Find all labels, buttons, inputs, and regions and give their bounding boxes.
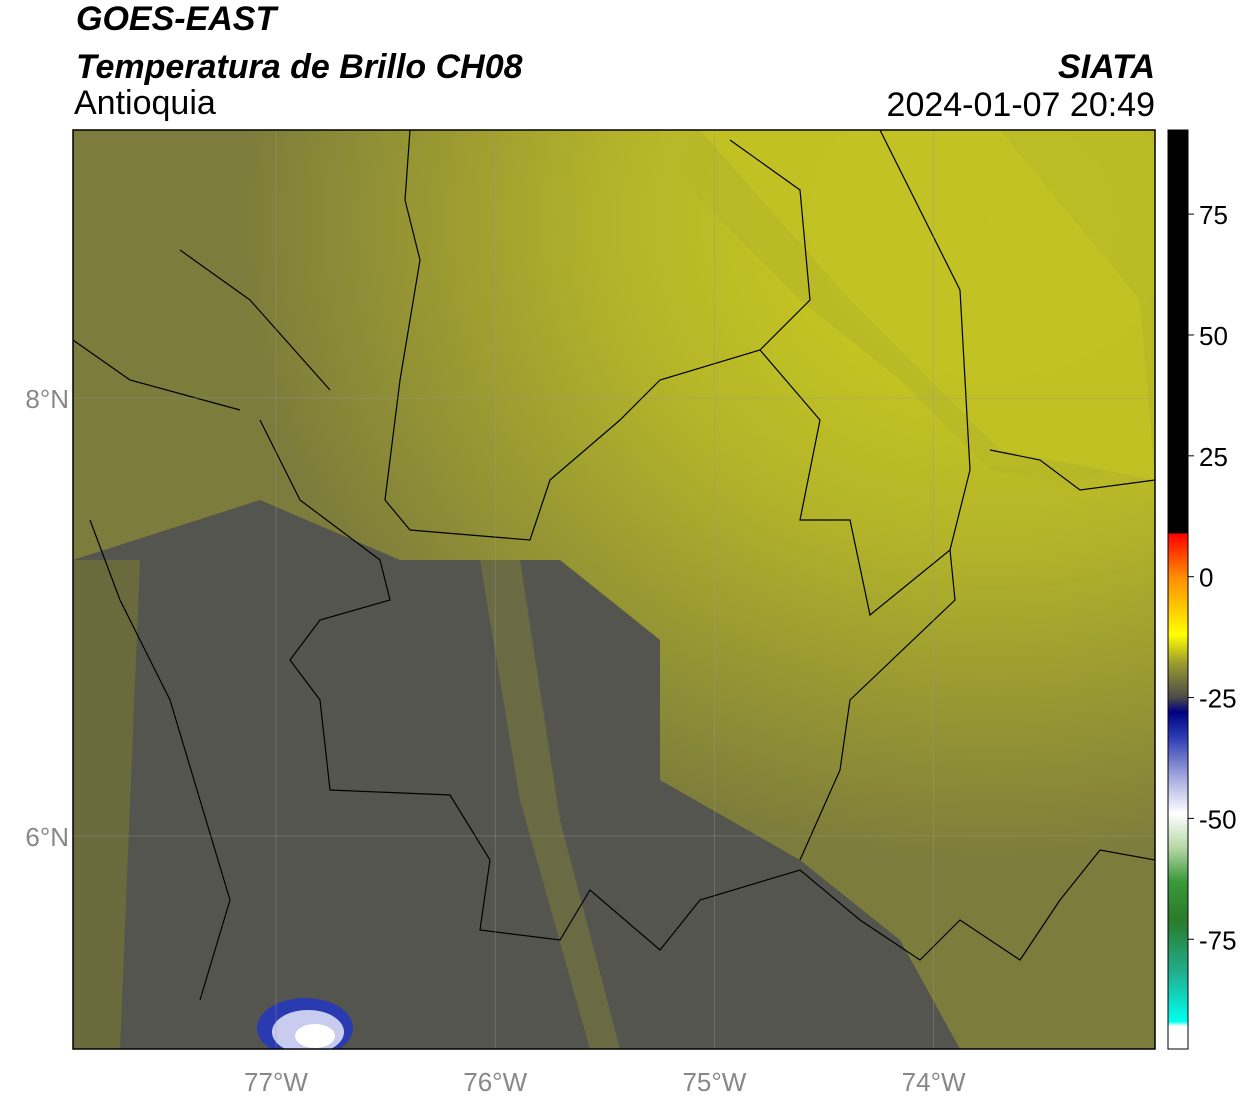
colorbar-tick-label: -75 bbox=[1199, 925, 1237, 955]
border bbox=[759, 130, 971, 617]
colorbar-tick-label: 25 bbox=[1199, 442, 1228, 472]
colorbar-tick-label: 75 bbox=[1199, 200, 1228, 230]
y-tick-label: 6°N bbox=[25, 822, 69, 852]
source: SIATA bbox=[1058, 48, 1155, 86]
colorbar-tick-label: -25 bbox=[1199, 684, 1237, 714]
x-tick-label: 77°W bbox=[244, 1067, 308, 1097]
x-tick-label: 75°W bbox=[682, 1067, 746, 1097]
colorbar-tick-label: 50 bbox=[1199, 321, 1228, 351]
x-tick-label: 74°W bbox=[902, 1067, 966, 1097]
subtitle: Temperatura de Brillo CH08 bbox=[76, 48, 523, 86]
region: Antioquia bbox=[74, 84, 216, 122]
title: GOES-EAST bbox=[76, 0, 279, 38]
border bbox=[259, 419, 1155, 961]
border bbox=[384, 130, 811, 541]
coastline bbox=[73, 249, 331, 1001]
colorbar-tick-label: -50 bbox=[1199, 804, 1237, 834]
datetime: 2024-01-07 20:49 bbox=[887, 86, 1155, 124]
x-tick-label: 76°W bbox=[463, 1067, 527, 1097]
colorbar-tick-label: 0 bbox=[1199, 563, 1213, 593]
colorbar bbox=[1167, 129, 1189, 1050]
border bbox=[799, 449, 1155, 861]
map-frame bbox=[72, 129, 1156, 1050]
map-image bbox=[73, 130, 1155, 1049]
y-tick-label: 8°N bbox=[25, 384, 69, 414]
